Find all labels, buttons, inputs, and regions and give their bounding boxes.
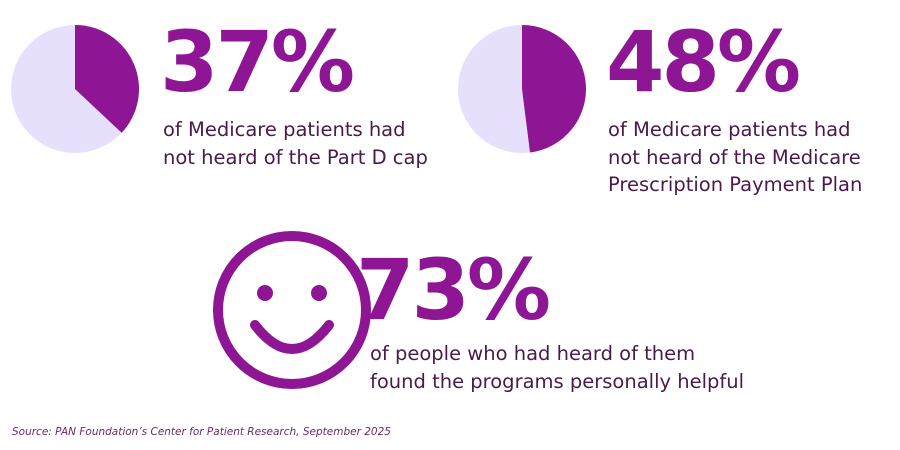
pie-chart-part-d [11, 25, 139, 153]
stat-description-payment-plan: of Medicare patients had not heard of th… [608, 116, 862, 199]
desc-line: Prescription Payment Plan [608, 173, 863, 196]
desc-line: of Medicare patients had [608, 118, 851, 141]
desc-line: of people who had heard of them [370, 342, 696, 365]
desc-line: found the programs personally helpful [370, 369, 745, 393]
stat-value-part-d: 37% [160, 13, 355, 111]
pie-slice-value [75, 25, 139, 133]
desc-line: not heard of the Medicare [608, 145, 861, 169]
stat-value-payment-plan: 48% [606, 13, 801, 111]
desc-line: not heard of the Part D cap [163, 145, 428, 169]
pie-slice-value [522, 25, 587, 153]
source-note: Source: PAN Foundation’s Center for Pati… [12, 426, 391, 438]
smiley-face-icon [213, 231, 371, 389]
stat-value-helpful: 73% [356, 241, 551, 339]
stat-description-part-d: of Medicare patients had not heard of th… [163, 116, 428, 171]
pie-chart-payment-plan [458, 25, 587, 153]
desc-line: of Medicare patients had [163, 118, 406, 141]
stat-description-helpful: of people who had heard of them found th… [370, 340, 744, 395]
